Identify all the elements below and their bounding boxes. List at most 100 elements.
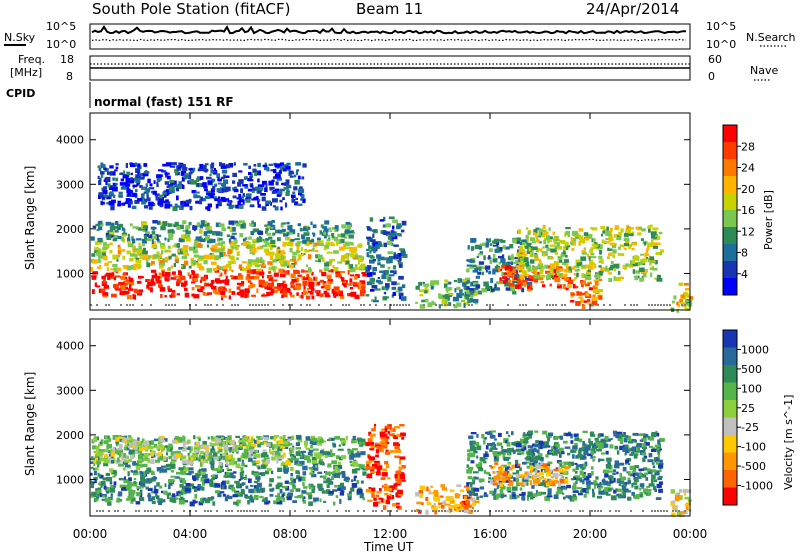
data-cell	[220, 176, 225, 180]
data-cell	[583, 450, 589, 456]
data-cell	[540, 467, 543, 472]
data-cell	[98, 248, 101, 252]
data-cell	[358, 243, 363, 248]
data-cell	[323, 475, 327, 480]
data-cell	[391, 294, 394, 298]
data-cell	[245, 276, 250, 281]
data-cell	[654, 259, 658, 265]
data-cell	[288, 170, 294, 175]
data-cell	[365, 294, 370, 297]
data-cell	[297, 439, 303, 443]
data-cell	[206, 176, 212, 180]
data-cell	[542, 284, 546, 288]
data-cell	[104, 454, 108, 458]
data-cell	[624, 453, 627, 456]
data-cell	[106, 235, 112, 240]
data-cell	[305, 436, 311, 441]
data-cell	[257, 436, 263, 440]
data-cell	[349, 264, 354, 269]
data-cell	[566, 484, 571, 489]
data-cell	[370, 282, 375, 285]
data-cell	[602, 478, 605, 484]
data-cell	[593, 480, 597, 484]
data-cell	[113, 276, 116, 281]
data-cell	[266, 274, 273, 279]
data-cell	[557, 256, 563, 260]
data-cell	[164, 271, 171, 277]
data-cell	[220, 272, 223, 277]
data-cell	[377, 262, 381, 266]
data-cell	[95, 445, 100, 450]
data-cell	[524, 245, 529, 249]
data-cell	[484, 451, 488, 455]
data-cell	[238, 439, 243, 443]
data-cell	[504, 266, 509, 270]
data-cell	[688, 296, 694, 301]
data-cell	[283, 294, 288, 298]
data-cell	[265, 497, 268, 502]
data-cell	[382, 296, 388, 301]
data-cell	[147, 488, 153, 491]
data-cell	[535, 490, 538, 495]
data-cell	[154, 485, 157, 490]
data-cell	[461, 500, 466, 505]
data-cell	[531, 269, 534, 273]
data-cell	[369, 278, 375, 282]
data-cell	[310, 468, 313, 474]
data-cell	[393, 304, 395, 306]
data-cell	[442, 500, 447, 505]
data-cell	[265, 238, 270, 241]
data-cell	[347, 269, 350, 275]
data-cell	[581, 283, 584, 288]
data-cell	[235, 463, 241, 468]
data-cell	[211, 496, 215, 500]
data-cell	[345, 480, 350, 483]
data-cell	[293, 486, 297, 490]
data-cell	[106, 267, 109, 271]
data-cell	[513, 268, 517, 273]
data-cell	[673, 295, 677, 300]
data-cell	[685, 505, 689, 511]
data-cell	[309, 484, 312, 490]
data-cell	[286, 221, 290, 225]
data-cell	[146, 284, 149, 289]
data-cell	[366, 252, 369, 257]
data-cell	[228, 163, 233, 168]
data-cell	[337, 461, 342, 467]
data-cell	[172, 493, 176, 498]
data-cell	[396, 304, 398, 306]
data-cell	[627, 477, 631, 481]
data-cell	[218, 274, 221, 277]
data-cell	[199, 164, 203, 169]
data-cell	[233, 447, 238, 450]
data-cell	[592, 492, 596, 498]
data-cell	[268, 282, 274, 288]
data-cell	[431, 505, 434, 509]
data-cell	[186, 230, 191, 234]
data-cell	[292, 255, 297, 259]
data-cell	[647, 435, 650, 440]
data-cell	[328, 437, 331, 441]
data-cell	[144, 448, 149, 452]
data-cell	[97, 461, 101, 465]
data-cell	[278, 268, 284, 274]
data-cell	[200, 176, 204, 180]
data-cell	[161, 170, 167, 173]
data-cell	[184, 287, 188, 291]
data-cell	[528, 436, 532, 439]
data-cell	[280, 445, 286, 449]
data-cell	[597, 433, 601, 438]
data-cell	[493, 453, 498, 457]
data-cell	[654, 277, 657, 280]
data-cell	[594, 281, 599, 286]
data-cell	[524, 471, 529, 477]
data-cell	[398, 286, 403, 292]
data-cell	[383, 505, 387, 510]
data-cell	[408, 304, 410, 306]
data-cell	[619, 244, 625, 248]
data-cell	[335, 273, 342, 278]
data-cell	[646, 468, 651, 472]
data-cell	[516, 237, 521, 242]
data-cell	[118, 282, 124, 285]
data-cell	[532, 452, 536, 456]
